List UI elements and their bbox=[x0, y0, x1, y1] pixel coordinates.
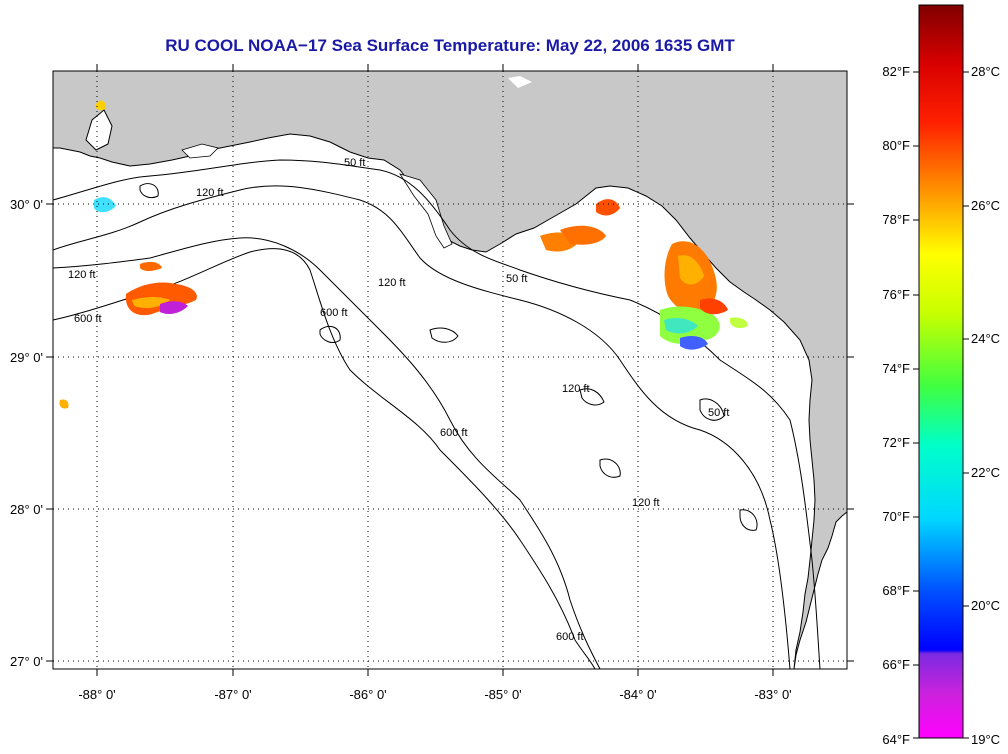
colorbar-c-label: 28°C bbox=[971, 64, 1000, 79]
lon-label: -84° 0' bbox=[619, 687, 656, 702]
colorbar-f-label: 68°F bbox=[882, 583, 910, 598]
longitude-labels: -88° 0' -87° 0' -86° 0' -85° 0' -84° 0' … bbox=[78, 687, 791, 702]
lat-label: 28° 0' bbox=[10, 502, 43, 517]
mobile-bay bbox=[85, 109, 113, 151]
map-frame bbox=[52, 70, 848, 670]
colorbar-f-label: 66°F bbox=[882, 657, 910, 672]
latitude-labels: 30° 0' 29° 0' 28° 0' 27° 0' bbox=[10, 197, 43, 669]
colorbar-f-label: 72°F bbox=[882, 435, 910, 450]
contour-label-600ft: 600 ft bbox=[440, 427, 468, 439]
colorbar-f-label: 78°F bbox=[882, 212, 910, 227]
depth-contours bbox=[53, 159, 821, 669]
map-title: RU COOL NOAA−17 Sea Surface Temperature:… bbox=[165, 36, 735, 55]
colorbar-f-label: 74°F bbox=[882, 361, 910, 376]
lon-label: -83° 0' bbox=[754, 687, 791, 702]
contour-label-600ft: 600 ft bbox=[320, 307, 348, 319]
colorbar-c-label: 26°C bbox=[971, 198, 1000, 213]
contour-label-50ft: 50 ft bbox=[344, 157, 365, 169]
lat-label: 27° 0' bbox=[10, 654, 43, 669]
contour-label-120ft: 120 ft bbox=[632, 497, 660, 509]
lon-label: -86° 0' bbox=[349, 687, 386, 702]
apalachee-inlet bbox=[399, 173, 453, 249]
colorbar-f-label: 82°F bbox=[882, 64, 910, 79]
land-mass bbox=[53, 71, 847, 669]
colorbar: 82°F 80°F 78°F 76°F 74°F 72°F 70°F 68°F … bbox=[882, 4, 1000, 747]
colorbar-f-label: 76°F bbox=[882, 287, 910, 302]
sst-patches bbox=[59, 100, 748, 409]
colorbar-gradient bbox=[918, 4, 964, 739]
colorbar-f-label: 64°F bbox=[882, 732, 910, 747]
colorbar-f-label: 70°F bbox=[882, 509, 910, 524]
lon-label: -85° 0' bbox=[484, 687, 521, 702]
contour-label-600ft: 600 ft bbox=[556, 631, 584, 643]
pensacola-bay bbox=[181, 143, 219, 159]
contour-label-120ft: 120 ft bbox=[196, 187, 224, 199]
lat-label: 29° 0' bbox=[10, 350, 43, 365]
colorbar-c-label: 19°C bbox=[971, 732, 1000, 747]
contour-label-50ft: 50 ft bbox=[506, 273, 527, 285]
colorbar-c-label: 24°C bbox=[971, 331, 1000, 346]
map-area: 50 ft 50 ft 50 ft 120 ft 120 ft 120 ft 1… bbox=[53, 71, 847, 669]
colorbar-c-label: 22°C bbox=[971, 465, 1000, 480]
contour-label-120ft: 120 ft bbox=[68, 269, 96, 281]
contour-label-600ft: 600 ft bbox=[74, 313, 102, 325]
lat-label: 30° 0' bbox=[10, 197, 43, 212]
lon-label: -88° 0' bbox=[78, 687, 115, 702]
contour-labels: 50 ft 50 ft 50 ft 120 ft 120 ft 120 ft 1… bbox=[68, 157, 729, 643]
contour-label-120ft: 120 ft bbox=[562, 383, 590, 395]
colorbar-f-label: 80°F bbox=[882, 138, 910, 153]
lake-patch bbox=[508, 76, 532, 88]
contour-label-50ft: 50 ft bbox=[708, 407, 729, 419]
colorbar-c-label: 20°C bbox=[971, 598, 1000, 613]
axis-ticks bbox=[46, 64, 854, 676]
lon-label: -87° 0' bbox=[214, 687, 251, 702]
contour-label-120ft: 120 ft bbox=[378, 277, 406, 289]
